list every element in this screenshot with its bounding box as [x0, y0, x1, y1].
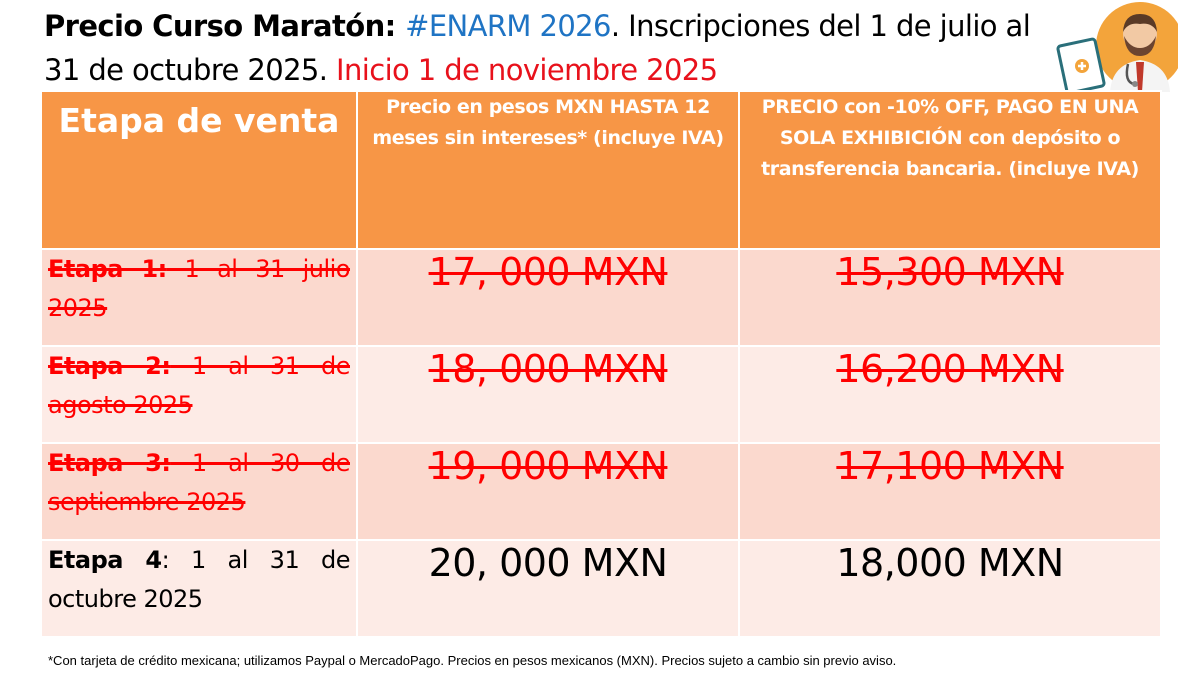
- title-registration-dates: . Inscripciones del 1 de julio al 31 de …: [44, 9, 1031, 87]
- stage-dates: : 1 al 31 de octubre 2025: [48, 546, 351, 613]
- table-row: Etapa 1: 1 al 31 julio 2025 17, 000 MXN …: [40, 248, 1162, 347]
- stage-cell: Etapa 4: 1 al 31 de octubre 2025: [40, 539, 358, 638]
- price-msi: 17, 000 MXN: [356, 248, 740, 347]
- stage-cell: Etapa 3: 1 al 30 de septiembre 2025: [40, 442, 358, 541]
- stage-cell: Etapa 2: 1 al 31 de agosto 2025: [40, 345, 358, 444]
- price-cash: 18,000 MXN: [738, 539, 1162, 638]
- doctor-holding-clipboard-icon: [1056, 2, 1178, 92]
- title-course: Precio Curso Maratón:: [44, 9, 406, 43]
- price-msi: 18, 000 MXN: [356, 345, 740, 444]
- stage-dates: 1 al 30 de septiembre 2025: [48, 449, 351, 516]
- price-msi: 20, 000 MXN: [356, 539, 740, 638]
- table-row: Etapa 3: 1 al 30 de septiembre 2025 19, …: [40, 442, 1162, 541]
- title-hashtag: #ENARM 2026: [405, 9, 611, 43]
- price-cash: 15,300 MXN: [738, 248, 1162, 347]
- stage-dates: 1 al 31 de agosto 2025: [48, 352, 351, 419]
- footnote: *Con tarjeta de crédito mexicana; utiliz…: [48, 653, 897, 668]
- stage-label: Etapa 3:: [48, 449, 171, 477]
- price-cash: 17,100 MXN: [738, 442, 1162, 541]
- page-title: Precio Curso Maratón: #ENARM 2026. Inscr…: [44, 4, 1044, 92]
- stage-label: Etapa 2:: [48, 352, 171, 380]
- stage-cell: Etapa 1: 1 al 31 julio 2025: [40, 248, 358, 347]
- table-row: Etapa 2: 1 al 31 de agosto 2025 18, 000 …: [40, 345, 1162, 444]
- stage-dates: 1 al 31 julio 2025: [48, 255, 351, 322]
- header-price-cash: PRECIO con -10% OFF, PAGO EN UNA SOLA EX…: [738, 90, 1162, 250]
- stage-label: Etapa 1:: [48, 255, 167, 283]
- stage-label: Etapa 4: [48, 546, 162, 574]
- price-cash: 16,200 MXN: [738, 345, 1162, 444]
- header-stage: Etapa de venta: [40, 90, 358, 250]
- price-table: Etapa de venta Precio en pesos MXN HASTA…: [40, 90, 1162, 638]
- price-msi: 19, 000 MXN: [356, 442, 740, 541]
- table-header-row: Etapa de venta Precio en pesos MXN HASTA…: [40, 90, 1162, 250]
- header-price-msi: Precio en pesos MXN HASTA 12 meses sin i…: [356, 90, 740, 250]
- table-row: Etapa 4: 1 al 31 de octubre 2025 20, 000…: [40, 539, 1162, 638]
- title-start-date: Inicio 1 de noviembre 2025: [336, 53, 718, 87]
